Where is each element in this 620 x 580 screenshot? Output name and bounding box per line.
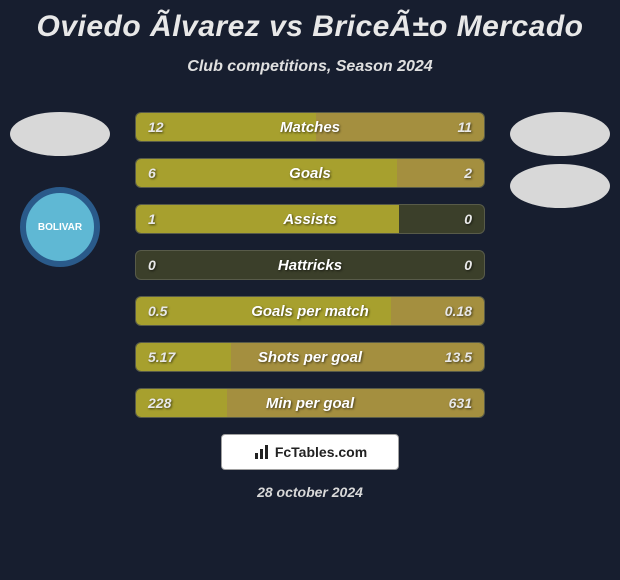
stat-row: Goals per match0.5 0.18 (135, 296, 485, 326)
stat-label: Goals (136, 159, 484, 187)
stat-row: Min per goal228 631 (135, 388, 485, 418)
brand-chart-icon (253, 443, 271, 461)
stat-value-right: 0 (464, 205, 472, 233)
stat-value-left: 0 (148, 251, 156, 279)
brand-text: FcTables.com (275, 444, 367, 460)
stat-row: Goals6 2 (135, 158, 485, 188)
stat-label: Assists (136, 205, 484, 233)
stat-label: Matches (136, 113, 484, 141)
stat-row: Shots per goal5.17 13.5 (135, 342, 485, 372)
stat-value-right: 11 (457, 113, 472, 141)
subtitle: Club competitions, Season 2024 (0, 58, 620, 76)
comparison-card: Oviedo Ãlvarez vs BriceÃ±o Mercado Club … (0, 0, 620, 580)
stat-value-left: 0.5 (148, 297, 167, 325)
stat-label: Min per goal (136, 389, 484, 417)
team-right-club-logo (510, 164, 610, 208)
stat-row: Assists1 0 (135, 204, 485, 234)
team-right-federation-logo (510, 112, 610, 156)
stat-label: Hattricks (136, 251, 484, 279)
stat-value-right: 13.5 (445, 343, 472, 371)
date-text: 28 october 2024 (0, 484, 620, 500)
stat-value-left: 6 (148, 159, 156, 187)
stat-value-left: 5.17 (148, 343, 175, 371)
brand-badge: FcTables.com (221, 434, 399, 470)
stat-value-left: 1 (148, 205, 156, 233)
stat-value-right: 0 (464, 251, 472, 279)
stat-value-left: 228 (148, 389, 171, 417)
stat-row: Hattricks0 0 (135, 250, 485, 280)
club-badge-bolivar: BOLIVAR (20, 187, 100, 267)
stats-list: Matches1211Goals62Assists10Hattricks00Go… (135, 112, 485, 418)
team-left-federation-logo (10, 112, 110, 156)
stat-value-right: 0.18 (445, 297, 472, 325)
stat-value-right: 631 (449, 389, 472, 417)
team-left-club-logo: BOLIVAR (10, 182, 110, 272)
stat-value-right: 2 (464, 159, 472, 187)
stat-row: Matches12 11 (135, 112, 485, 142)
club-badge-label: BOLIVAR (38, 222, 82, 233)
page-title: Oviedo Ãlvarez vs BriceÃ±o Mercado (0, 10, 620, 44)
stat-value-left: 12 (148, 113, 164, 141)
stat-label: Shots per goal (136, 343, 484, 371)
content-area: BOLIVAR Matches1211Goals62Assists10Hattr… (0, 112, 620, 500)
stat-label: Goals per match (136, 297, 484, 325)
